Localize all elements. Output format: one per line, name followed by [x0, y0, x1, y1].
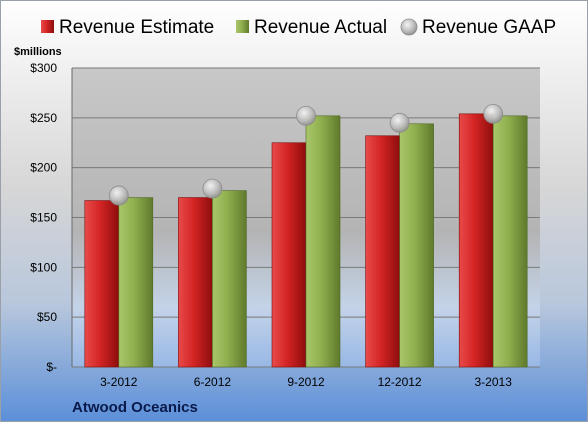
- marker-revenue-gaap: [483, 103, 504, 124]
- bar-revenue-actual: [305, 115, 341, 368]
- x-tick-label: 3-2013: [475, 375, 513, 389]
- bar-revenue-estimate: [271, 142, 307, 368]
- y-tick-label: $50: [37, 310, 57, 324]
- bar-revenue-estimate: [365, 135, 400, 368]
- gaap-markers: [108, 103, 504, 206]
- y-tick-label: $150: [30, 211, 57, 225]
- y-tick-label: $300: [30, 61, 57, 75]
- company-name: Atwood Oceanics: [72, 399, 198, 416]
- x-axis-ticks: 3-2012 6-2012 9-2012 12-2012 3-2013: [100, 375, 512, 389]
- marker-revenue-gaap: [389, 112, 410, 133]
- legend-swatch-revenue-estimate: [41, 20, 54, 33]
- bars: [84, 113, 528, 368]
- bar-revenue-estimate: [178, 197, 213, 368]
- y-tick-label: $-: [46, 360, 57, 374]
- marker-revenue-gaap: [296, 105, 316, 126]
- y-tick-label: $200: [30, 161, 57, 175]
- legend-item-revenue-estimate: Revenue Estimate: [41, 17, 214, 38]
- legend-label-revenue-actual: Revenue Actual: [254, 17, 387, 38]
- y-axis-label: $millions: [14, 46, 62, 58]
- legend-swatch-revenue-actual: [236, 20, 249, 33]
- bar-revenue-actual: [212, 190, 247, 368]
- legend: Revenue Estimate Revenue Actual Revenue …: [41, 17, 556, 38]
- legend-swatch-revenue-gaap: [400, 18, 418, 36]
- x-tick-label: 9-2012: [287, 375, 325, 389]
- y-tick-label: $100: [30, 260, 57, 274]
- bar-revenue-estimate: [84, 200, 120, 368]
- legend-item-revenue-gaap: Revenue GAAP: [400, 17, 556, 38]
- bar-revenue-actual: [492, 115, 528, 368]
- marker-revenue-gaap: [202, 178, 223, 199]
- x-tick-label: 6-2012: [194, 375, 232, 389]
- bar-revenue-estimate: [458, 113, 494, 368]
- bar-revenue-actual: [399, 123, 434, 368]
- legend-label-revenue-gaap: Revenue GAAP: [422, 17, 556, 38]
- x-tick-label: 3-2012: [100, 375, 138, 389]
- y-tick-label: $250: [30, 111, 57, 125]
- legend-label-revenue-estimate: Revenue Estimate: [59, 17, 214, 38]
- legend-item-revenue-actual: Revenue Actual: [236, 17, 387, 38]
- x-tick-label: 12-2012: [378, 375, 422, 389]
- bar-revenue-actual: [118, 197, 154, 368]
- y-axis-ticks: $- $50 $100 $150 $200 $250 $300: [30, 61, 57, 374]
- marker-revenue-gaap: [108, 185, 129, 206]
